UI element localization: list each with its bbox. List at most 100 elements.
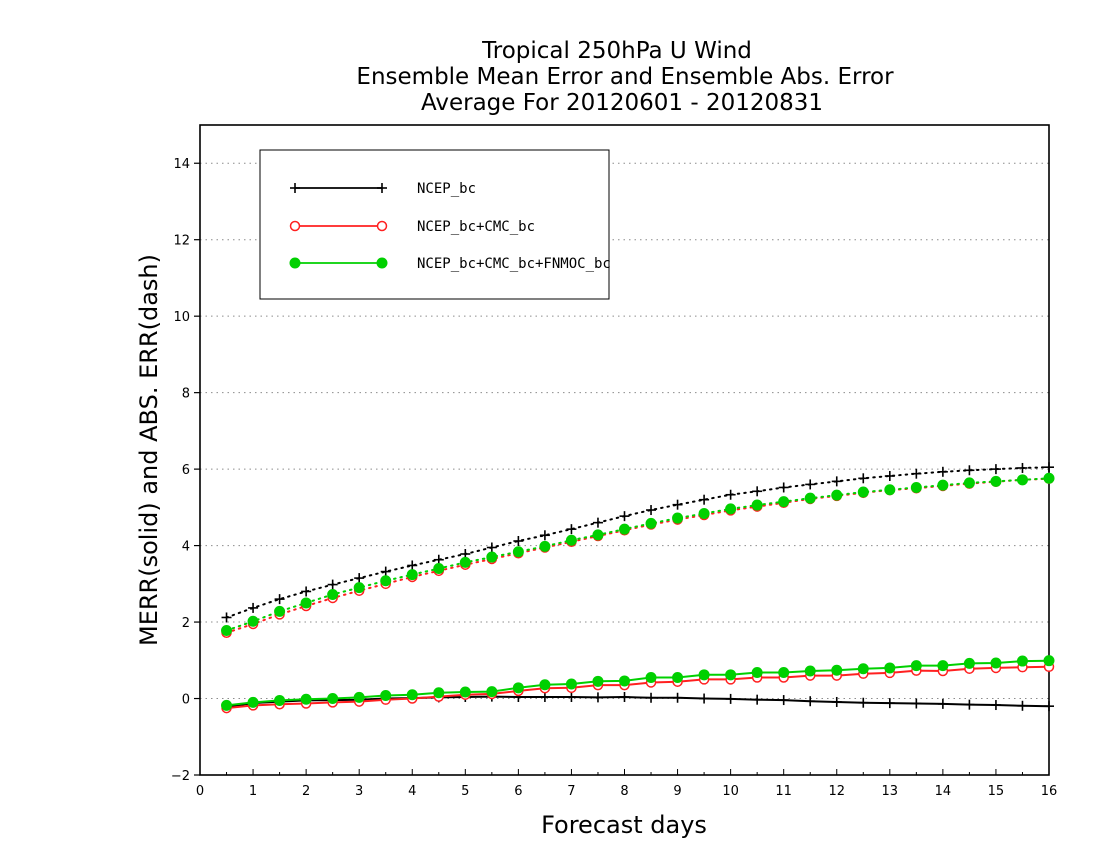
abs-err-point	[380, 575, 392, 587]
merr-point	[1043, 655, 1055, 667]
x-tick-label: 2	[302, 784, 310, 799]
merr-point	[566, 692, 577, 702]
abs-err-point	[725, 489, 736, 500]
merr-point	[619, 675, 630, 687]
abs-err-line	[225, 477, 1050, 632]
merr-point	[698, 669, 710, 681]
merr-point	[778, 695, 789, 706]
merr-point	[804, 665, 816, 677]
x-tick-label: 5	[461, 784, 469, 799]
merr-point	[672, 672, 684, 683]
merr-point	[433, 687, 445, 699]
merr-point	[300, 693, 312, 705]
merr-point	[831, 696, 842, 707]
abs-err-point	[300, 597, 312, 609]
abs-err-point	[831, 489, 843, 501]
legend-marker	[289, 257, 301, 269]
abs-err-point	[831, 476, 842, 487]
merr-point	[805, 696, 816, 707]
legend-label: NCEP_bc	[417, 181, 476, 197]
abs-err-point	[619, 511, 630, 522]
x-tick-label: 10	[722, 784, 739, 799]
series-0	[221, 462, 1054, 712]
x-tick-label: 1	[249, 784, 257, 799]
x-tick-label: 12	[828, 784, 845, 799]
abs-err-point	[910, 481, 922, 493]
merr-point	[699, 693, 710, 704]
x-tick-label: 7	[567, 784, 575, 799]
merr-point	[831, 664, 843, 676]
merr-point	[327, 693, 339, 705]
merr-point	[221, 699, 233, 711]
y-tick-label: 4	[182, 540, 190, 555]
x-tick-label: 3	[355, 784, 363, 799]
merr-point	[406, 689, 418, 701]
merr-point	[725, 693, 736, 704]
title-line-3: Average For 20120601 - 20120831	[421, 90, 823, 116]
abs-err-point	[274, 605, 286, 617]
merr-point	[963, 657, 975, 669]
x-tick-label: 6	[514, 784, 522, 799]
merr-point	[752, 694, 763, 705]
legend: NCEP_bc NCEP_bc+CMC_bc NCEP_bc+CMC_bc+FNMO…	[259, 149, 611, 300]
merr-point	[937, 698, 948, 709]
abs-err-point	[778, 482, 789, 493]
merr-point	[565, 678, 577, 690]
merr-point	[751, 667, 763, 679]
abs-err-point	[327, 579, 338, 590]
merr-point	[990, 657, 1002, 669]
legend-item-2: NCEP_bc+CMC_bc+FNMOC_bc	[289, 256, 611, 272]
abs-err-point	[937, 479, 949, 491]
x-tick-label: 15	[988, 784, 1005, 799]
series-2	[221, 472, 1055, 711]
y-axis-label: MERR(solid) and ABS. ERR(dash)	[135, 254, 163, 646]
abs-err-point	[380, 566, 391, 577]
legend-box	[259, 149, 610, 300]
abs-err-point	[539, 530, 550, 541]
title-line-1: Tropical 250hPa U Wind	[481, 38, 752, 64]
title-line-2: Ensemble Mean Error and Ensemble Abs. Er…	[356, 64, 894, 90]
abs-err-point	[884, 484, 896, 496]
y-tick-label: 0	[182, 693, 190, 708]
y-tick-label: 14	[173, 157, 190, 172]
abs-err-line	[225, 477, 1050, 634]
merr-point	[857, 663, 869, 675]
merr-point	[1044, 701, 1054, 712]
abs-err-point	[963, 477, 975, 489]
legend-marker	[290, 183, 300, 193]
merr-point	[353, 691, 365, 703]
merr-point	[512, 682, 524, 694]
series-1	[221, 473, 1055, 714]
merr-point	[619, 692, 630, 702]
abs-err-point	[751, 499, 763, 511]
abs-err-point	[486, 542, 497, 553]
merr-point	[1016, 655, 1028, 667]
merr-point	[858, 697, 869, 708]
abs-err-point	[513, 536, 524, 546]
merr-point	[539, 679, 551, 691]
merr-point	[645, 672, 657, 683]
merr-point	[672, 692, 683, 703]
abs-err-point	[221, 624, 233, 636]
legend-marker	[289, 220, 301, 232]
abs-err-point	[805, 479, 816, 490]
abs-err-point	[911, 468, 922, 479]
merr-point	[937, 660, 949, 672]
merr-point	[1017, 700, 1028, 711]
legend-marker	[376, 257, 388, 269]
legend-marker	[376, 220, 388, 232]
merr-point	[725, 669, 737, 681]
merr-point	[990, 700, 1001, 711]
abs-err-point	[407, 560, 418, 571]
merr-point	[592, 692, 603, 703]
legend-marker	[377, 183, 387, 193]
abs-err-point	[698, 507, 710, 519]
abs-err-point	[858, 473, 869, 484]
merr-line	[226, 665, 1050, 710]
abs-err-point	[645, 517, 657, 529]
abs-err-point	[353, 582, 365, 594]
y-tick-label: 8	[182, 387, 190, 402]
abs-err-point	[672, 512, 684, 524]
